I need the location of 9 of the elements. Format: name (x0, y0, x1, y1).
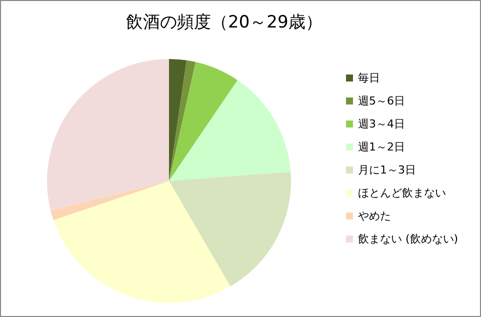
chart-title: 飲酒の頻度（20～29歳） (126, 12, 322, 32)
legend-label: 月に1～3日 (358, 164, 416, 176)
legend-label: 飲まない (飲めない) (358, 232, 458, 246)
legend-label: 週1～2日 (358, 140, 405, 154)
legend-label: 週5～6日 (358, 94, 405, 108)
legend-label: 毎日 (358, 72, 380, 84)
legend-label: ほとんど飲まない (358, 186, 446, 200)
legend-label: 週3～4日 (358, 118, 405, 130)
legend-label: やめた (358, 210, 391, 222)
